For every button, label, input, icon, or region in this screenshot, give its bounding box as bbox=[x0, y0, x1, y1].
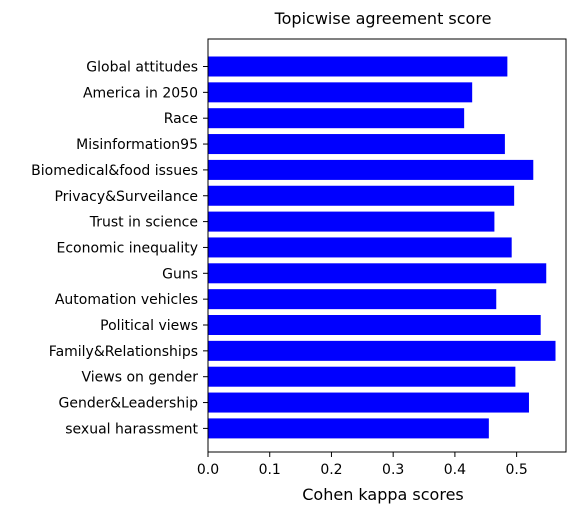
bar-6 bbox=[208, 211, 495, 232]
y-tick-label: Economic inequality bbox=[57, 240, 199, 256]
bar-14 bbox=[208, 418, 489, 439]
x-ticks: 0.0 0.1 0.2 0.3 0.4 0.5 bbox=[197, 452, 528, 478]
chart-title: Topicwise agreement score bbox=[274, 9, 492, 28]
bar-9 bbox=[208, 289, 497, 310]
y-tick-label: Biomedical&food issues bbox=[31, 163, 198, 179]
y-tick-label: Political views bbox=[100, 318, 198, 334]
x-tick-label: 0.5 bbox=[505, 462, 527, 478]
y-tick-label: Race bbox=[164, 111, 198, 127]
bar-8 bbox=[208, 263, 547, 284]
y-tick-label: sexual harassment bbox=[65, 421, 198, 437]
bar-1 bbox=[208, 82, 473, 103]
bars-group bbox=[208, 56, 556, 439]
y-tick-label: America in 2050 bbox=[83, 85, 198, 101]
y-tick-label: Misinformation95 bbox=[76, 137, 198, 153]
y-tick-label: Guns bbox=[162, 266, 198, 282]
y-tick-label: Global attitudes bbox=[86, 60, 198, 76]
bar-2 bbox=[208, 108, 465, 129]
bar-10 bbox=[208, 315, 541, 335]
x-tick-label: 0.2 bbox=[320, 462, 342, 478]
y-tick-label: Gender&Leadership bbox=[59, 396, 199, 412]
x-axis-label: Cohen kappa scores bbox=[302, 485, 464, 504]
bar-13 bbox=[208, 392, 529, 413]
y-tick-label: Views on gender bbox=[82, 370, 199, 386]
x-tick-label: 0.1 bbox=[259, 462, 281, 478]
bar-11 bbox=[208, 340, 556, 361]
x-tick-label: 0.3 bbox=[382, 462, 404, 478]
y-tick-label: Privacy&Surveilance bbox=[54, 189, 198, 205]
bar-12 bbox=[208, 366, 516, 387]
y-tick-labels: Global attitudes America in 2050 Race Misin… bbox=[31, 60, 208, 437]
y-tick-label: Trust in science bbox=[89, 215, 198, 231]
y-tick-label: Automation vehicles bbox=[55, 292, 198, 308]
plot-frame bbox=[207, 38, 567, 453]
x-tick-label: 0.4 bbox=[444, 462, 466, 478]
x-tick-label: 0.0 bbox=[197, 462, 219, 478]
bar-4 bbox=[208, 159, 534, 180]
bar-7 bbox=[208, 237, 512, 258]
y-tick-label: Family&Relationships bbox=[49, 344, 198, 360]
bar-0 bbox=[208, 56, 508, 77]
bar-5 bbox=[208, 185, 515, 206]
bar-3 bbox=[208, 134, 505, 155]
